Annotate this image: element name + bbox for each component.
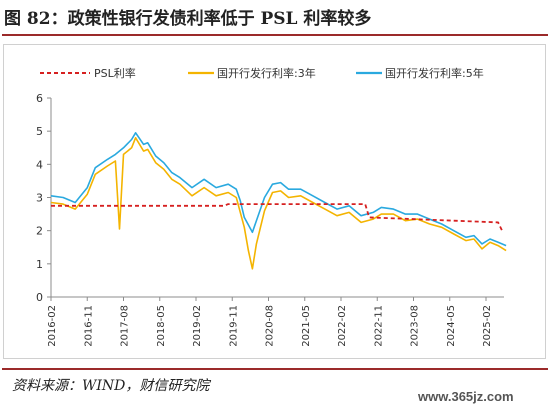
x-tick-label: 2020-08 — [265, 305, 276, 347]
y-tick-label: 5 — [36, 125, 43, 138]
x-tick-label: 2023-08 — [410, 305, 421, 347]
y-tick-label: 1 — [36, 258, 43, 271]
watermark-text: www.365jz.com — [418, 389, 514, 404]
y-tick-label: 6 — [36, 92, 43, 105]
x-tick-label: 2016-02 — [47, 305, 58, 347]
chart-frame — [3, 44, 546, 359]
source-note: 资料来源：WIND，财信研究院 — [12, 378, 210, 394]
x-tick-label: 2024-05 — [446, 305, 457, 347]
y-tick-label: 3 — [36, 192, 43, 205]
y-tick-label: 2 — [36, 225, 43, 238]
x-tick-label: 2016-11 — [83, 305, 94, 347]
x-tick-label: 2019-11 — [228, 305, 239, 347]
title-divider — [2, 34, 548, 36]
x-tick-label: 2022-02 — [337, 305, 348, 347]
legend-label-1: 国开行发行利率:3年 — [217, 66, 316, 80]
series-line-1 — [50, 137, 507, 270]
x-tick-label: 2022-11 — [373, 305, 384, 347]
x-tick-label: 2019-02 — [192, 305, 203, 347]
y-tick-label: 0 — [36, 291, 43, 304]
y-tick-label: 4 — [36, 158, 43, 171]
legend-label-0: PSL利率 — [94, 66, 136, 80]
figure-title: 图 82：政策性银行发债利率低于 PSL 利率较多 — [4, 9, 372, 29]
x-tick-label: 2025-02 — [482, 305, 493, 347]
x-tick-label: 2021-05 — [301, 305, 312, 347]
x-tick-label: 2018-05 — [156, 305, 167, 347]
series-line-0 — [51, 203, 503, 232]
footer-divider — [2, 368, 548, 370]
legend-label-2: 国开行发行利率:5年 — [385, 66, 484, 80]
figure-header: 图 82：政策性银行发债利率低于 PSL 利率较多 — [0, 0, 550, 36]
x-tick-label: 2017-08 — [120, 305, 131, 347]
